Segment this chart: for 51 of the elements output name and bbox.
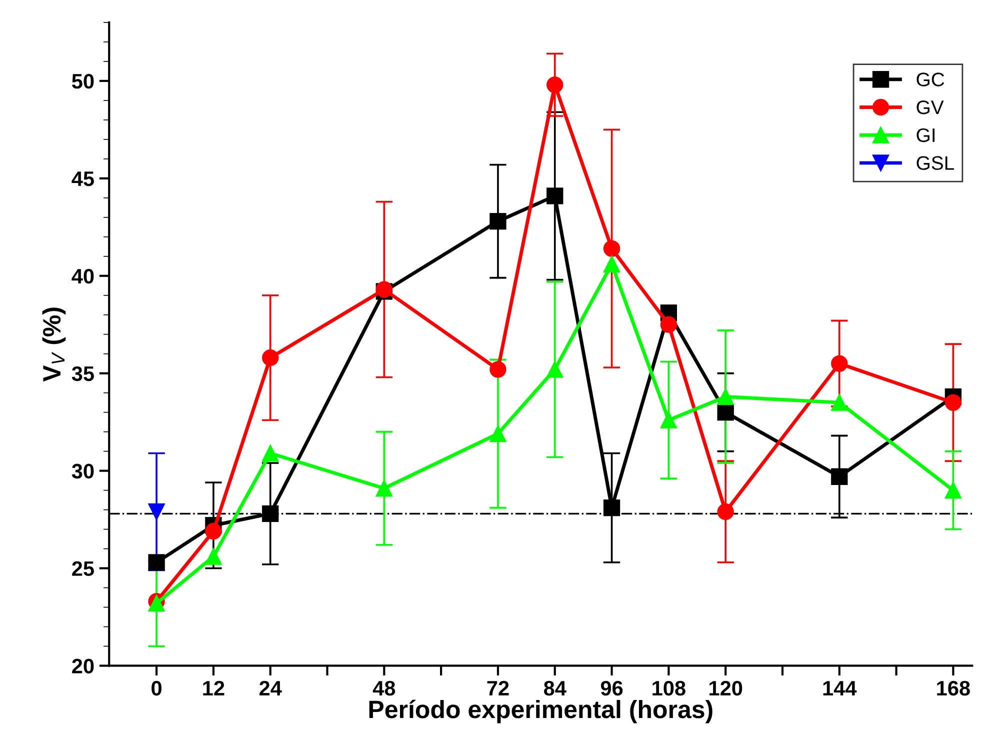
point (546, 188, 564, 204)
x-tick-label: 72 (487, 680, 509, 696)
point (148, 554, 165, 571)
point (376, 480, 392, 497)
x-tick-label: 144 (823, 681, 857, 696)
legend-label: GI (916, 128, 934, 142)
point (831, 468, 848, 485)
y-tick-label: 30 (72, 464, 94, 479)
point (660, 412, 678, 428)
legend-label: GV (916, 100, 944, 114)
y-tick-label: 25 (72, 561, 94, 576)
point (603, 499, 620, 516)
point (944, 394, 962, 411)
point (262, 444, 279, 462)
x-tick-label: 96 (600, 680, 623, 696)
point (717, 388, 734, 406)
point (831, 394, 848, 411)
point (717, 503, 734, 520)
point (262, 349, 279, 366)
point (944, 482, 962, 499)
legend-label: GC (916, 72, 944, 86)
point (490, 425, 506, 442)
x-tick-label: 0 (152, 680, 162, 696)
legend-label: GSL (916, 156, 954, 170)
point (831, 355, 848, 372)
point (490, 212, 506, 230)
point (603, 256, 620, 272)
y-tick-label: 45 (72, 172, 94, 186)
x-tick-label: 120 (710, 680, 742, 696)
point (546, 361, 564, 378)
y-tick-label: 20 (72, 658, 94, 674)
x-tick-label: 84 (544, 680, 566, 696)
point (205, 548, 222, 565)
point (205, 522, 222, 540)
point (603, 240, 620, 257)
point (546, 76, 564, 94)
point (148, 503, 165, 520)
point (490, 361, 506, 378)
point (660, 316, 678, 333)
x-axis-title: Período experimental (horas) (369, 700, 712, 724)
y-tick-label: 35 (72, 366, 94, 382)
x-tick-label: 168 (937, 680, 970, 696)
x-tick-label: 108 (652, 680, 686, 696)
point (717, 404, 734, 421)
y-tick-label: 50 (72, 74, 94, 89)
y-tick-label: 40 (72, 268, 94, 284)
y-axis-title: V$_{V}$ (%) (42, 308, 66, 382)
x-tick-label: 24 (259, 680, 282, 696)
x-tick-label: 12 (203, 680, 224, 696)
x-tick-label: 48 (372, 680, 396, 696)
point (262, 505, 279, 522)
